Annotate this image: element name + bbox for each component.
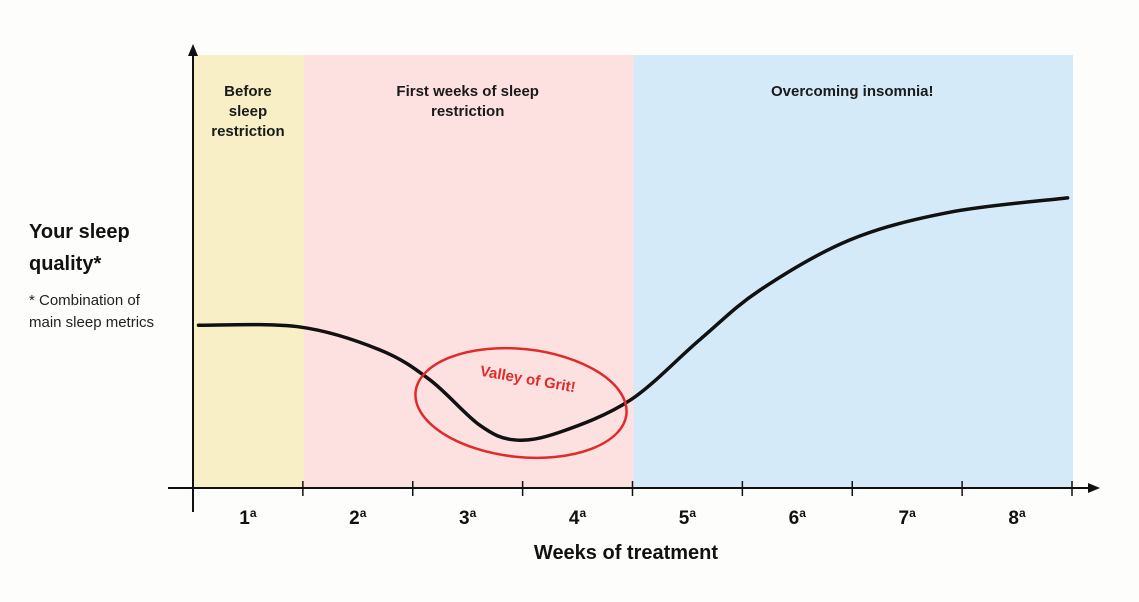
y-axis-arrow	[188, 44, 198, 56]
zone-1-label: restriction	[211, 123, 284, 140]
x-axis-title: Weeks of treatment	[534, 542, 718, 564]
x-tick-label: 3a	[459, 506, 477, 529]
valley-ellipse	[414, 346, 628, 460]
x-tick-label: 8a	[1008, 506, 1026, 529]
sleep-quality-curve	[196, 196, 1070, 442]
x-axis-arrow	[1088, 483, 1100, 493]
y-axis-title-line2: quality*	[29, 253, 101, 275]
x-tick-label: 6a	[789, 506, 807, 529]
zone-3-band	[633, 55, 1073, 488]
zone-1-label: Before	[224, 83, 272, 100]
zone-2-label: First weeks of sleep	[396, 83, 539, 100]
x-tick-label: 5a	[679, 506, 697, 529]
zones	[194, 55, 1073, 488]
y-axis-note-line1: * Combination of	[29, 292, 141, 309]
y-axis-note-line2: main sleep metrics	[29, 314, 154, 331]
zone-3-label: Overcoming insomnia!	[771, 83, 934, 100]
zone-1-label: sleep	[229, 103, 267, 120]
y-axis-title-line1: Your sleep	[29, 221, 130, 243]
x-tick-label: 2a	[349, 506, 367, 529]
x-tick-label: 1a	[239, 506, 257, 529]
x-tick-label: 4a	[569, 506, 587, 529]
zone-2-label: restriction	[431, 103, 504, 120]
zone-1-band	[194, 55, 304, 488]
axes	[168, 44, 1100, 512]
x-tick-label: 7a	[899, 506, 917, 529]
zone-labels: Before sleep restriction First weeks of sle…	[211, 83, 933, 140]
